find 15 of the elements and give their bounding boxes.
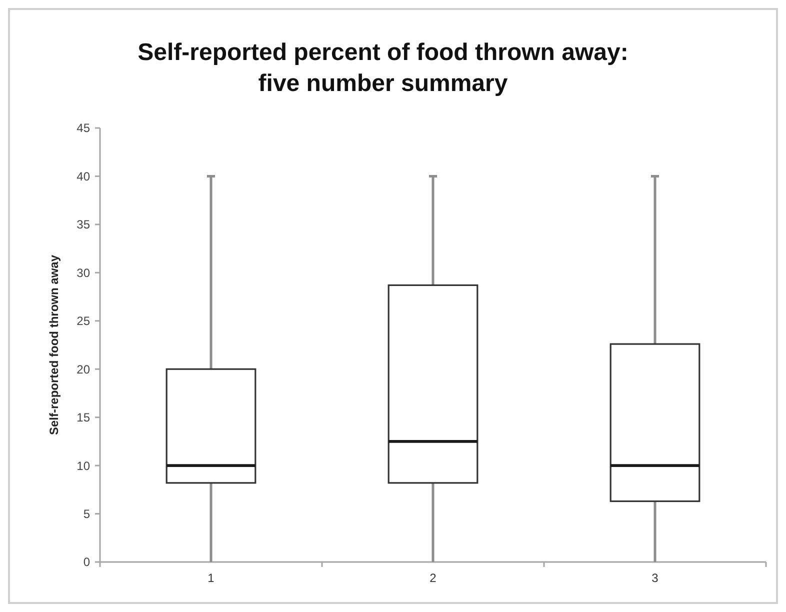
x-tick-label: 2 [430, 571, 437, 585]
x-tick-label: 3 [652, 571, 659, 585]
chart-title: Self-reported percent of food thrown away: five number summary [138, 39, 628, 97]
y-tick-label: 0 [83, 555, 90, 570]
x-tick-label: 1 [208, 571, 215, 585]
y-tick-label: 10 [76, 458, 90, 473]
y-tick-label: 30 [76, 266, 90, 280]
y-tick-label: 45 [76, 121, 90, 136]
y-tick-label: 15 [76, 410, 90, 425]
y-tick-label: 5 [83, 506, 90, 521]
y-axis-title: Self-reported food thrown away [47, 254, 61, 436]
y-tick-label: 20 [76, 362, 90, 376]
y-tick-label: 40 [76, 169, 90, 184]
y-tick-label: 25 [76, 314, 90, 328]
y-tick-label: 35 [76, 218, 90, 232]
